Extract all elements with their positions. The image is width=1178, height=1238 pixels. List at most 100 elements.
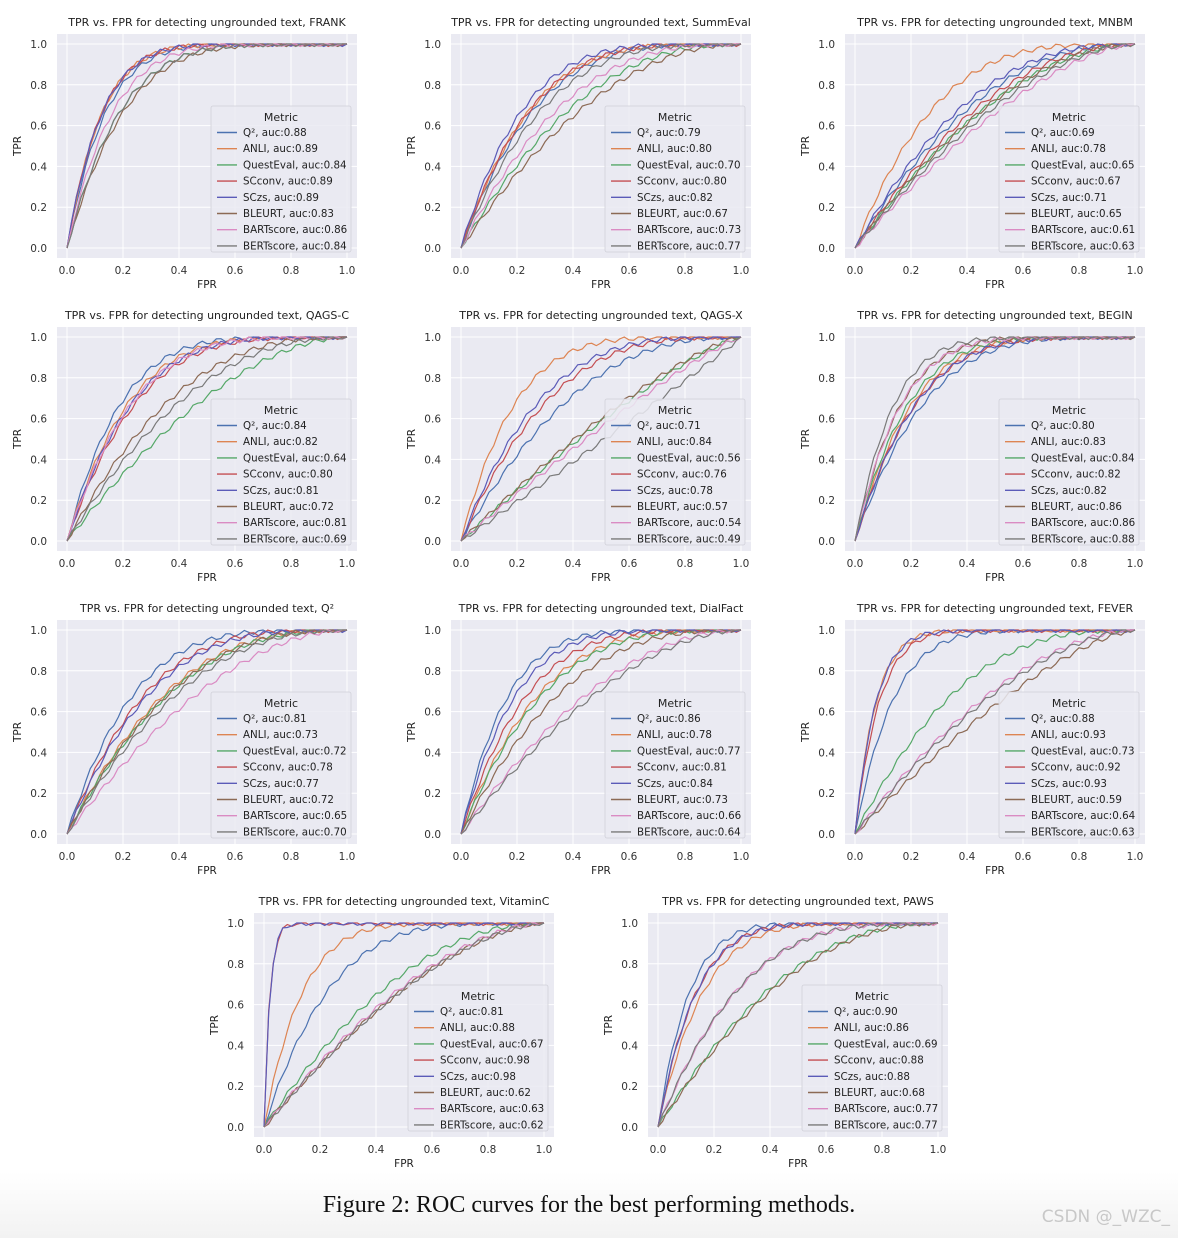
- legend-entry: SCconv, auc:0.78: [243, 762, 333, 774]
- legend-entry: SCzs, auc:0.77: [243, 778, 319, 790]
- roc-curve-bleurt: [263, 922, 544, 1128]
- roc-curve-bertscore: [66, 629, 347, 835]
- legend-entry: QuestEval, auc:0.84: [1031, 452, 1135, 464]
- legend-entry: BERTscore, auc:0.62: [440, 1119, 544, 1131]
- chart-panel: 0.0 0.2 0.4 0.6 0.8 1.0 0.0 0.2 0.4 0.6 0.8 1.0 TPR …: [406, 309, 751, 584]
- y-tick-label: 0.2: [621, 1081, 638, 1093]
- legend-title: Metric: [264, 404, 298, 417]
- y-tick-label: 0.6: [818, 707, 835, 719]
- legend-entry: SCconv, auc:0.81: [637, 762, 727, 774]
- legend-title: Metric: [1052, 404, 1086, 417]
- legend-entry: BLEURT, auc:0.86: [1031, 501, 1122, 513]
- legend-entry: QuestEval, auc:0.65: [1031, 159, 1135, 171]
- legend-entry: ANLI, auc:0.73: [243, 729, 318, 741]
- legend-entry: SCzs, auc:0.93: [1031, 778, 1107, 790]
- legend-entry: QuestEval, auc:0.84: [243, 159, 347, 171]
- y-tick-label: 0.4: [818, 454, 835, 466]
- chart-panel: 0.0 0.2 0.4 0.6 0.8 1.0 0.0 0.2 0.4 0.6 0.8 1.0 TPR …: [406, 602, 751, 877]
- y-tick-label: 1.0: [424, 332, 441, 344]
- x-tick-label: 0.2: [903, 558, 920, 570]
- x-tick-label: 0.4: [762, 1144, 779, 1156]
- roc-curve-scconv: [460, 336, 741, 542]
- x-tick-label: 0.6: [1015, 265, 1032, 277]
- y-tick-label: 0.0: [227, 1122, 244, 1134]
- legend-entry: SCzs, auc:0.84: [637, 778, 713, 790]
- legend-box: [998, 398, 1140, 546]
- legend-entry: BARTscore, auc:0.63: [440, 1103, 544, 1115]
- roc-curve-bertscore: [854, 336, 1135, 542]
- roc-curve-bertscore: [657, 922, 938, 1128]
- x-tick-label: 0.8: [677, 265, 694, 277]
- y-tick-label: 0.0: [30, 536, 47, 548]
- legend-entry: Q², auc:0.84: [243, 420, 307, 432]
- x-tick-label: 0.8: [677, 851, 694, 863]
- roc-curve-bleurt: [460, 629, 741, 835]
- legend-entry: SCconv, auc:0.80: [637, 176, 727, 188]
- x-tick-label: 1.0: [339, 558, 356, 570]
- legend-entry: BLEURT, auc:0.62: [440, 1087, 531, 1099]
- y-tick-label: 0.0: [424, 536, 441, 548]
- legend-entry: BLEURT, auc:0.83: [243, 208, 334, 220]
- roc-curve-bertscore: [460, 336, 742, 542]
- chart-title: TPR vs. FPR for detecting ungrounded tex…: [856, 309, 1132, 322]
- legend-entry: QuestEval, auc:0.70: [637, 159, 741, 171]
- x-tick-label: 1.0: [733, 558, 750, 570]
- y-axis-label: TPR: [12, 429, 24, 450]
- chart-panel: 0.0 0.2 0.4 0.6 0.8 1.0 0.0 0.2 0.4 0.6 0.8 1.0 TPR …: [603, 895, 948, 1170]
- legend-title: Metric: [461, 990, 495, 1003]
- y-tick-label: 0.8: [621, 959, 638, 971]
- roc-curve-bartscore: [66, 43, 347, 249]
- legend-entry: Q², auc:0.88: [243, 127, 307, 139]
- legend-entry: ANLI, auc:0.89: [243, 143, 318, 155]
- legend-entry: BARTscore, auc:0.65: [243, 810, 347, 822]
- chart-title: TPR vs. FPR for detecting ungrounded tex…: [64, 309, 349, 322]
- chart-panel: 0.0 0.2 0.4 0.6 0.8 1.0 0.0 0.2 0.4 0.6 0.8 1.0 TPR …: [406, 16, 751, 291]
- legend-entry: BERTscore, auc:0.63: [1031, 240, 1135, 252]
- legend-entry: ANLI, auc:0.80: [637, 143, 712, 155]
- y-axis-label: TPR: [12, 722, 24, 743]
- x-tick-label: 0.0: [59, 558, 76, 570]
- x-tick-label: 0.0: [453, 265, 470, 277]
- legend-entry: SCzs, auc:0.78: [637, 485, 713, 497]
- y-axis-label: TPR: [800, 722, 812, 743]
- legend-entry: BERTscore, auc:0.88: [1031, 533, 1135, 545]
- x-tick-label: 0.4: [171, 558, 188, 570]
- chart-title: TPR vs. FPR for detecting ungrounded tex…: [458, 309, 743, 322]
- legend-entry: Q², auc:0.80: [1031, 420, 1095, 432]
- x-tick-label: 0.6: [227, 558, 244, 570]
- legend-entry: BARTscore, auc:0.66: [637, 810, 741, 822]
- x-axis-label: FPR: [788, 1158, 808, 1170]
- roc-curve-bertscore: [854, 43, 1136, 249]
- legend-entry: ANLI, auc:0.86: [834, 1022, 909, 1034]
- x-tick-label: 0.4: [959, 265, 976, 277]
- roc-curve-questeval: [460, 336, 742, 542]
- legend-entry: Q², auc:0.81: [440, 1006, 504, 1018]
- legend-entry: SCconv, auc:0.67: [1031, 176, 1121, 188]
- y-tick-label: 0.2: [424, 202, 441, 214]
- y-tick-label: 0.8: [818, 666, 835, 678]
- y-tick-label: 0.6: [227, 1000, 244, 1012]
- legend-box: [604, 691, 746, 839]
- x-tick-label: 0.4: [171, 851, 188, 863]
- legend-box: [801, 984, 943, 1132]
- roc-curve-bleurt: [854, 43, 1135, 249]
- y-tick-label: 1.0: [30, 332, 47, 344]
- chart-title: TPR vs. FPR for detecting ungrounded tex…: [661, 895, 934, 908]
- y-tick-label: 0.6: [818, 414, 835, 426]
- roc-curve-bartscore: [66, 629, 347, 835]
- legend-entry: BLEURT, auc:0.73: [637, 794, 728, 806]
- y-tick-label: 0.8: [227, 959, 244, 971]
- legend-entry: SCzs, auc:0.82: [1031, 485, 1107, 497]
- roc-curve-sczs: [460, 629, 742, 835]
- legend-entry: SCzs, auc:0.71: [1031, 192, 1107, 204]
- legend-entry: Q², auc:0.79: [637, 127, 701, 139]
- x-tick-label: 0.0: [59, 265, 76, 277]
- legend-entry: ANLI, auc:0.84: [637, 436, 712, 448]
- y-tick-label: 0.6: [30, 414, 47, 426]
- y-tick-label: 0.2: [424, 495, 441, 507]
- roc-curve-sczs: [263, 922, 544, 1128]
- y-tick-label: 0.2: [818, 202, 835, 214]
- y-tick-label: 0.2: [818, 788, 835, 800]
- y-tick-label: 0.4: [424, 161, 441, 173]
- legend-title: Metric: [658, 111, 692, 124]
